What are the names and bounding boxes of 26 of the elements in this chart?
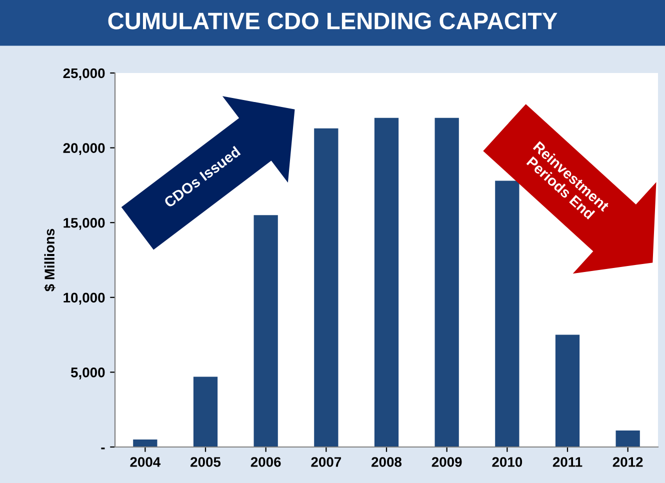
y-tick-label: 5,000 — [70, 368, 105, 380]
chart-title: CUMULATIVE CDO LENDING CAPACITY — [108, 12, 558, 30]
bar — [555, 334, 580, 447]
bar — [314, 128, 338, 447]
bar — [193, 376, 218, 447]
y-tick-label: 10,000 — [64, 292, 105, 305]
y-tick-label: 15,000 — [64, 218, 105, 230]
bar — [616, 430, 640, 447]
x-tick-label: 2009 — [432, 457, 462, 467]
bar — [495, 180, 520, 447]
x-tick-label: 2006 — [250, 457, 281, 467]
y-tick-label: - — [101, 448, 105, 450]
x-tick-label: 2004 — [130, 457, 161, 467]
x-tick-label: 2012 — [612, 457, 643, 467]
y-tick-label: 25,000 — [63, 68, 105, 80]
y-tick-label: 20,000 — [63, 143, 105, 155]
x-tick-label: 2011 — [552, 457, 582, 467]
x-tick-label: 2005 — [190, 457, 221, 467]
bar — [434, 118, 459, 447]
bar — [374, 118, 399, 447]
x-tick-label: 2010 — [492, 457, 522, 467]
bar — [254, 215, 278, 447]
x-tick-label: 2008 — [372, 457, 402, 467]
y-axis-title: $ Millions — [44, 228, 56, 292]
x-tick-label: 2007 — [311, 457, 342, 467]
bar — [133, 440, 158, 447]
